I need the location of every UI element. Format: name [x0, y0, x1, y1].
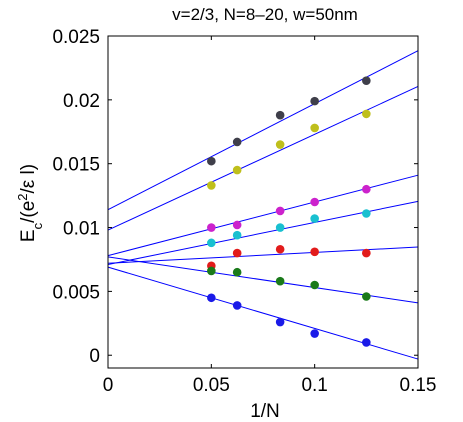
data-point	[207, 266, 216, 276]
data-point	[310, 280, 319, 290]
data-point	[207, 223, 216, 232]
data-point	[207, 181, 216, 190]
data-point	[232, 267, 242, 277]
y-tick-label: 0.02	[63, 91, 100, 112]
data-point	[207, 293, 216, 303]
y-tick-label: 0.01	[63, 219, 100, 240]
y-axis-label-main: E	[18, 229, 39, 242]
fit-line	[107, 174, 419, 257]
data-point	[232, 230, 242, 240]
y-tick-label: 0.005	[52, 282, 100, 303]
fit-line	[107, 256, 419, 304]
y-axis-label-sub: c	[30, 222, 45, 229]
data-point	[207, 156, 216, 166]
y-tick-label: 0.025	[52, 27, 100, 48]
tick-labels: 0 0.05 0.1 0.15 0 0.005 0.01 0.015 0.02 0.025	[52, 27, 436, 396]
y-tick-label: 0.015	[52, 155, 100, 176]
data-point	[275, 223, 285, 232]
data-point	[310, 329, 319, 338]
data-point	[232, 220, 242, 230]
data-point	[362, 248, 371, 258]
data-point	[275, 140, 285, 149]
data-point	[310, 197, 319, 207]
data-point	[275, 110, 285, 120]
data-point	[362, 184, 371, 194]
y-axis-label-sup: 2	[15, 193, 30, 200]
data-point	[232, 301, 242, 310]
data-point	[310, 123, 319, 133]
data-point	[232, 137, 242, 147]
y-axis-label: Ec/(e2/ε l)	[15, 164, 45, 242]
x-tick-label: 0	[103, 375, 114, 396]
x-tick-label: 0.1	[301, 375, 327, 396]
data-point	[275, 206, 285, 216]
axis-ticks	[107, 35, 419, 368]
y-tick-label: 0	[89, 346, 100, 367]
plot-frame	[107, 35, 419, 369]
data-point	[275, 317, 285, 327]
x-axis-label: 1/N	[250, 401, 280, 422]
data-point	[310, 214, 319, 223]
x-tick-label: 0.05	[193, 375, 230, 396]
data-point	[362, 338, 371, 347]
data-points	[207, 76, 371, 347]
fit-line	[107, 266, 419, 360]
fit-line	[107, 50, 419, 211]
data-point	[232, 165, 242, 175]
data-point	[207, 238, 216, 248]
data-point	[310, 96, 319, 106]
fit-line	[107, 85, 419, 231]
data-point	[232, 248, 242, 258]
data-point	[310, 247, 319, 257]
y-axis-label-close: /ε l)	[18, 164, 39, 194]
fit-lines	[107, 50, 419, 360]
x-tick-label: 0.15	[400, 375, 437, 396]
data-point	[362, 109, 371, 119]
data-point	[275, 244, 285, 254]
data-point	[362, 292, 371, 301]
data-point	[362, 76, 371, 85]
data-point	[275, 276, 285, 286]
y-axis-label-open: /(e	[18, 201, 39, 223]
chart-title: v=2/3, N=8–20, w=50nm	[172, 5, 358, 24]
data-point	[362, 209, 371, 218]
